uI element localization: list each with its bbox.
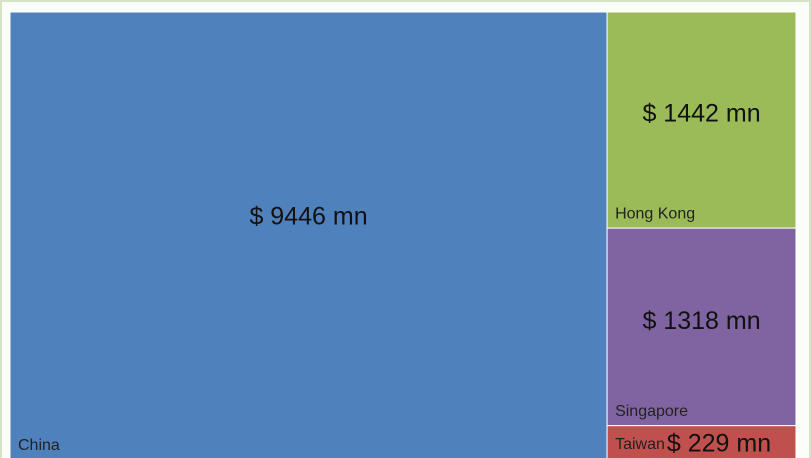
- value-label: $ 229 mn: [667, 429, 771, 457]
- tile-label: Singapore: [615, 403, 688, 420]
- value-label: $ 9446 mn: [249, 203, 367, 231]
- tile-label: China: [18, 437, 60, 454]
- tile: [606, 11, 797, 229]
- tile-label: Taiwan: [615, 436, 665, 453]
- value-label: $ 1442 mn: [642, 100, 760, 128]
- tile: [606, 425, 797, 458]
- tile-label: Hong Kong: [615, 205, 695, 222]
- tile: [9, 11, 608, 458]
- value-label: $ 1318 mn: [642, 307, 760, 335]
